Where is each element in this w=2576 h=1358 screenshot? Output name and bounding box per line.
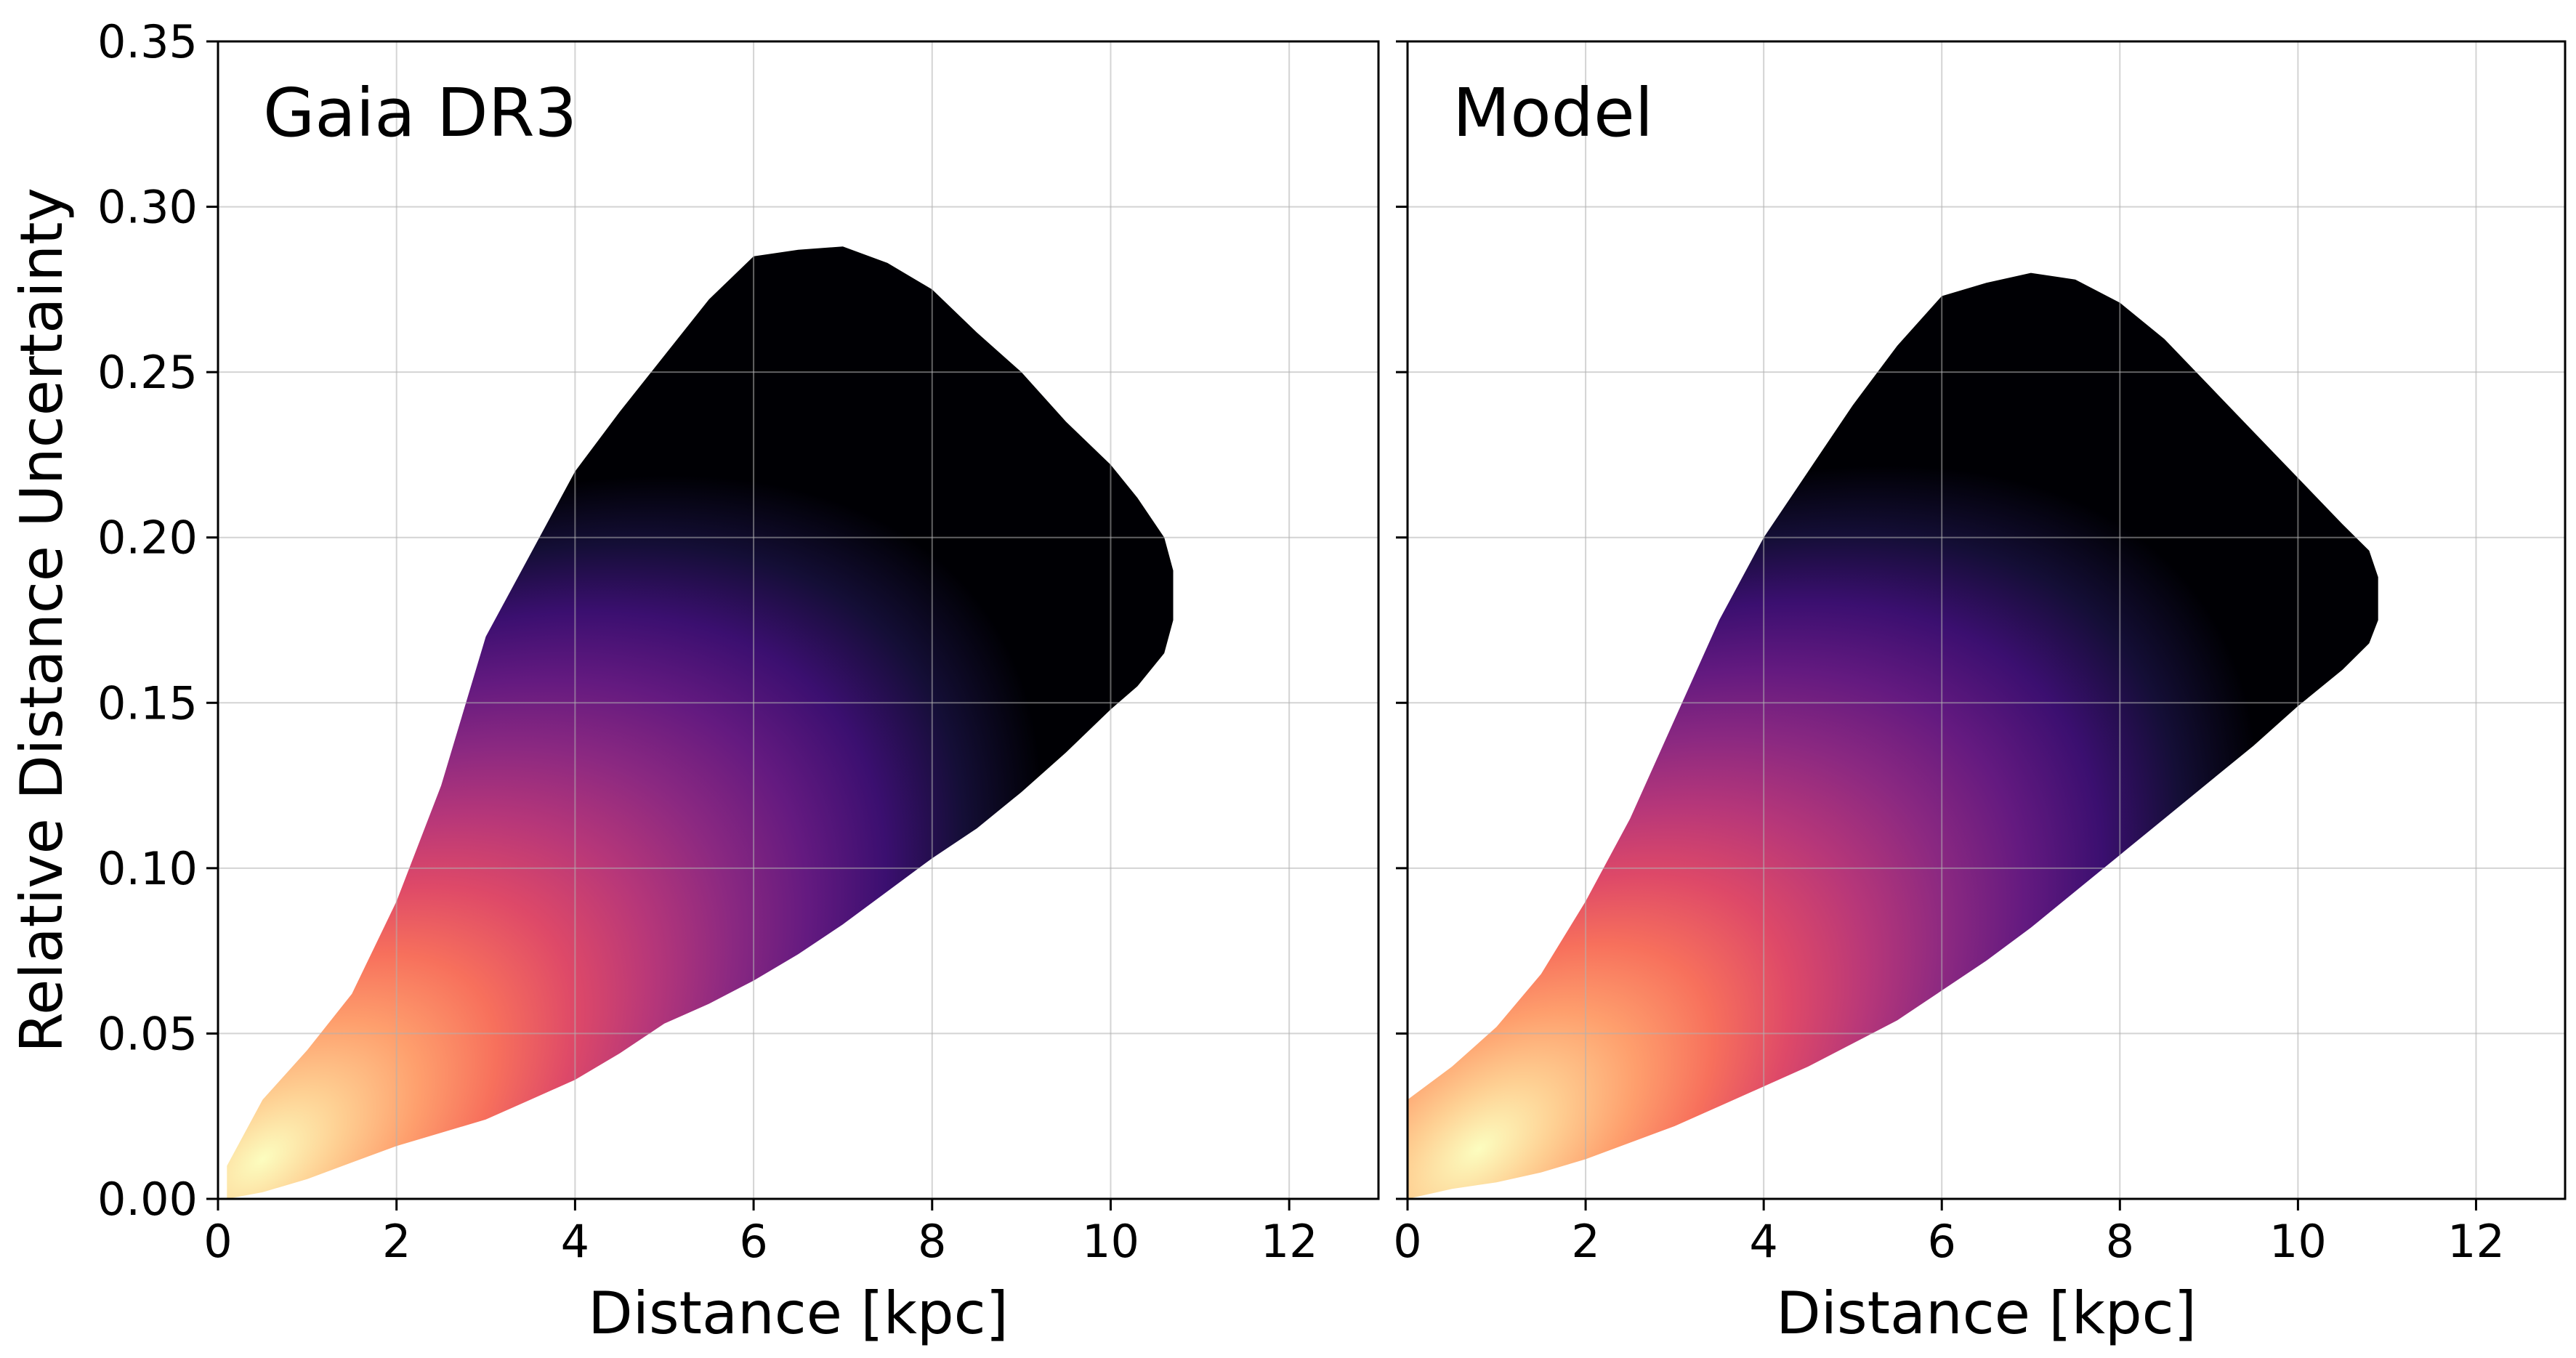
x-tick-label: 8 (2106, 1215, 2134, 1268)
x-tick-label: 4 (1749, 1215, 1777, 1268)
panel-frame (217, 40, 1380, 1200)
density-region (227, 246, 1174, 1199)
y-tick-label: 0.15 (97, 676, 198, 729)
y-tick-label: 0.30 (97, 181, 198, 234)
y-tick-label: 0.35 (97, 15, 198, 68)
y-tick-label: 0.00 (97, 1173, 198, 1226)
x-axis-ticks: 0 2 4 6 8 10 12 (203, 1199, 1318, 1268)
x-tick-label: 12 (2447, 1215, 2505, 1268)
x-tick-label: 12 (1261, 1215, 1318, 1268)
panel-plot-area (227, 246, 1174, 1199)
x-axis-label: Distance [kpc] (588, 1280, 1009, 1347)
panel-title: Gaia DR3 (263, 74, 577, 152)
x-tick-label: 2 (1571, 1215, 1599, 1268)
x-tick-label: 10 (2269, 1215, 2327, 1268)
panel-title: Model (1453, 74, 1653, 152)
y-tick-label: 0.25 (97, 346, 198, 399)
x-tick-label: 0 (203, 1215, 232, 1268)
x-tick-label: 6 (739, 1215, 767, 1268)
x-tick-label: 2 (382, 1215, 411, 1268)
panel-gaia-dr3: 0 2 4 6 8 10 12 0.000.050.100.150.200.250.300.… (97, 15, 1380, 1347)
y-tick-label: 0.20 (97, 512, 198, 565)
y-axis-ticks: 0.00 0.05 0.10 0.15 0.20 0.25 0.30 0.35 (97, 15, 218, 1226)
x-tick-label: 8 (918, 1215, 946, 1268)
x-tick-label: 4 (561, 1215, 589, 1268)
panel-plot-area (1408, 272, 2378, 1199)
x-axis-label: Distance [kpc] (1776, 1280, 2197, 1347)
x-tick-label: 10 (1082, 1215, 1139, 1268)
panel-frame (1406, 40, 2567, 1200)
y-axis-ticks (1396, 40, 1408, 1200)
x-tick-label: 6 (1928, 1215, 1956, 1268)
y-tick-label: 0.10 (97, 842, 198, 895)
y-axis-label: Relative Distance Uncertainty (8, 187, 76, 1053)
x-tick-label: 0 (1393, 1215, 1421, 1268)
panel-model: 0 2 4 6 8 10 12 Model Distance [kpc] (1393, 40, 2567, 1347)
y-tick-label: 0.05 (97, 1007, 198, 1060)
panel-grid (218, 41, 1378, 1199)
x-axis-ticks: 0 2 4 6 8 10 12 (1393, 1199, 2505, 1268)
panel-grid (1408, 41, 2565, 1199)
density-region (1408, 272, 2378, 1199)
